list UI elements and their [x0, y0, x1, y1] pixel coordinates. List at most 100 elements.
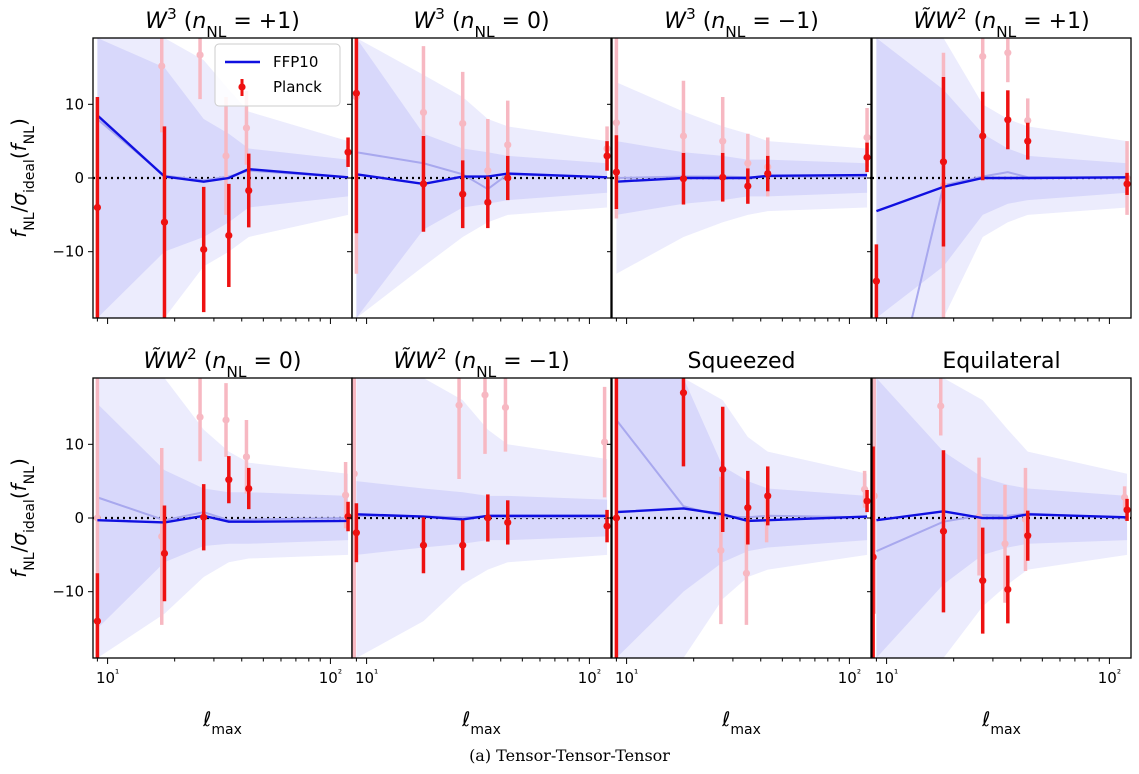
plot-area — [93, 38, 352, 318]
plot-area — [352, 378, 611, 658]
x-tick-label: 10² — [319, 668, 342, 687]
ffp10-line — [616, 173, 868, 183]
planck-point — [764, 155, 772, 192]
legend-planck-label: Planck — [273, 78, 322, 96]
band-inner — [356, 481, 608, 555]
planck-point — [1024, 510, 1032, 561]
planck-point — [225, 183, 233, 288]
planck-point — [225, 456, 233, 504]
planck-faint-point — [242, 420, 251, 494]
panel-8: 10¹ 10² Equilateral — [867, 349, 1132, 687]
planck-faint-point — [501, 378, 510, 452]
x-tick-label: 10¹ — [615, 668, 638, 687]
planck-point — [979, 91, 987, 181]
y-tick-label: 10 — [65, 95, 84, 113]
planck-point — [1004, 90, 1012, 150]
planck-faint-point — [600, 386, 609, 498]
planck-point — [872, 446, 877, 658]
panel-title: W3 (nNL = +1) — [145, 5, 300, 41]
x-tick-label: 10² — [578, 668, 601, 687]
band-inner — [356, 38, 608, 318]
y-tick-label: −10 — [52, 583, 84, 601]
x-tick-label: 10¹ — [355, 668, 378, 687]
planck-point — [612, 135, 620, 209]
planck-point — [352, 38, 360, 234]
planck-point — [744, 470, 752, 545]
x-tick-label: 10² — [838, 668, 861, 687]
planck-point — [719, 152, 727, 202]
panel-title: W̃W2 (nNL = 0) — [144, 345, 302, 381]
x-axis-label: ℓmax — [981, 707, 1021, 738]
planck-point — [200, 484, 208, 551]
ffp10-line — [96, 114, 349, 183]
planck-faint-point — [481, 378, 489, 454]
y-tick-label: −10 — [52, 243, 84, 261]
planck-faint-point — [352, 378, 358, 658]
y-tick-label: 0 — [74, 169, 84, 187]
legend-ffp10-label: FFP10 — [273, 53, 318, 71]
x-tick-label: 10¹ — [96, 668, 119, 687]
planck-point — [612, 378, 620, 658]
ffp10-line — [356, 172, 608, 186]
planck-point — [679, 378, 688, 467]
panel-6: 10¹ 10² W̃W2 (nNL = −1) — [347, 345, 612, 687]
planck-point — [979, 527, 987, 634]
ffp10-line — [876, 510, 1128, 522]
planck-faint-point — [222, 383, 230, 457]
planck-faint-point — [717, 476, 725, 625]
panel-title: Squeezed — [688, 349, 796, 374]
x-axis-label: ℓmax — [721, 707, 761, 738]
planck-point — [459, 520, 467, 571]
ffp10-line — [616, 507, 868, 523]
planck-point — [459, 160, 467, 229]
ffp10-faint-line — [97, 496, 349, 522]
plot-area — [612, 378, 871, 658]
panel-5: 10¹ 10² −10 0 10 W̃W2 (nNL = 0) — [52, 345, 353, 687]
planck-point — [504, 500, 512, 545]
planck-point — [764, 466, 772, 526]
y-tick-label: 0 — [74, 509, 84, 527]
planck-point — [1024, 122, 1032, 160]
legend-box — [214, 43, 341, 107]
planck-point — [352, 503, 360, 563]
planck-point — [160, 126, 169, 318]
ffp10-line — [356, 513, 608, 521]
planck-point — [1123, 498, 1131, 521]
planck-faint-point — [222, 96, 230, 215]
planck-point — [419, 517, 428, 574]
figure: −10 0 10 W3 (nNL = +1) W3 (nNL = 0) W3 (nNL =… — [7, 5, 1132, 738]
planck-point — [603, 509, 611, 543]
planck-faint-point — [937, 378, 945, 436]
ffp10-line — [875, 176, 1128, 213]
planck-point — [93, 96, 101, 318]
planck-point — [93, 573, 101, 658]
figure-caption: (a) Tensor-Tensor-Tensor — [469, 746, 670, 765]
planck-point — [419, 136, 428, 232]
x-axis-label: ℓmax — [202, 707, 242, 738]
plot-area — [93, 378, 352, 658]
planck-faint-point — [196, 378, 204, 462]
panel-title: W̃W2 (nNL = +1) — [913, 5, 1089, 41]
panel-title: W3 (nNL = 0) — [413, 5, 549, 41]
planck-point — [872, 244, 880, 318]
legend: FFP10 Planck — [214, 43, 341, 107]
band-inner — [97, 403, 349, 629]
panels: −10 0 10 W3 (nNL = +1) W3 (nNL = 0) W3 (nNL =… — [52, 5, 1132, 687]
planck-faint-point — [979, 38, 987, 94]
axis-labels: ℓmax ℓmax ℓmax ℓmax fNL/σideal(fNL) fNL/σidea… — [7, 118, 1021, 738]
planck-faint-point — [196, 38, 204, 100]
planck-point — [719, 406, 727, 532]
planck-faint-point — [158, 38, 166, 133]
planck-point — [679, 152, 688, 205]
y-axis-label: fNL/σideal(fNL) — [7, 458, 38, 578]
panel-1: −10 0 10 W3 (nNL = +1) — [52, 5, 353, 324]
panel-7: 10¹ 10² Squeezed — [607, 349, 872, 687]
planck-point — [484, 176, 492, 229]
plot-area — [612, 38, 871, 274]
planck-point — [504, 155, 512, 201]
ffp10-line — [97, 514, 349, 524]
planck-faint-point — [1004, 38, 1012, 83]
x-tick-label: 10² — [1098, 668, 1121, 687]
planck-point — [1004, 555, 1012, 624]
plot-area — [872, 378, 1131, 658]
